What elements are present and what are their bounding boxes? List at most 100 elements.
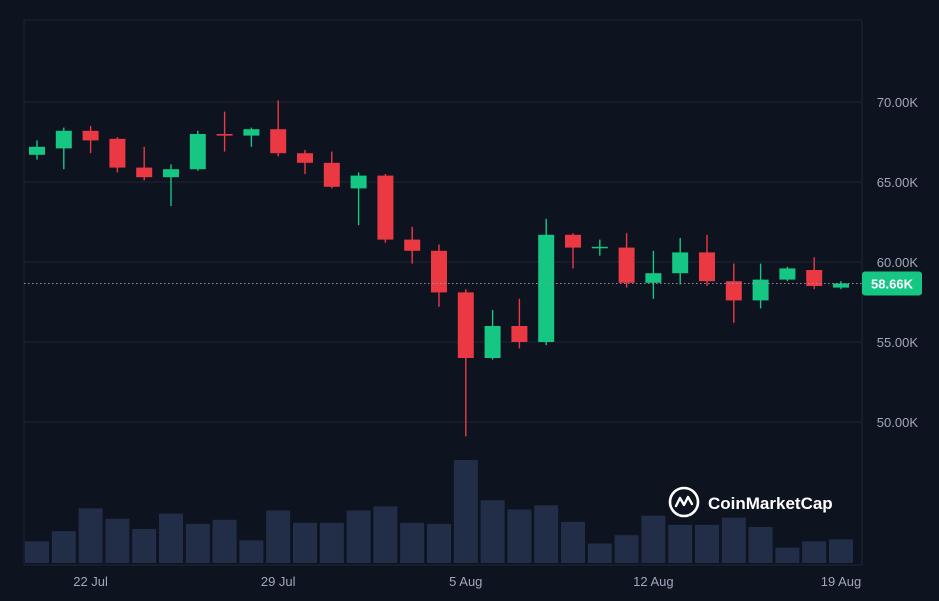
candle-body [672, 252, 689, 274]
x-tick-label: 5 Aug [449, 574, 482, 589]
candle-down[interactable] [377, 174, 394, 243]
candle-body [725, 281, 742, 301]
y-tick-label: 50.00K [877, 415, 919, 430]
candle-down[interactable] [404, 226, 421, 264]
candle-body [431, 250, 447, 293]
candle-body [270, 129, 287, 154]
volume-bar [587, 543, 612, 563]
candle-down[interactable] [806, 257, 823, 290]
candle-down[interactable] [457, 289, 474, 437]
volume-bar [239, 540, 264, 563]
volume-bar [534, 505, 559, 563]
volume-bar [829, 539, 853, 563]
y-axis-ticks: 50.00K 55.00K 60.00K 65.00K 70.00K [877, 95, 919, 430]
candle-body [457, 292, 474, 358]
candle-body [323, 162, 340, 187]
volume-bar [159, 513, 183, 563]
candle-body [377, 175, 394, 240]
candle-body [752, 279, 769, 301]
candle-body [833, 283, 849, 288]
volume-bar [373, 506, 398, 563]
candle-down[interactable] [431, 244, 447, 307]
candle-down[interactable] [136, 146, 153, 181]
candle-up[interactable] [163, 164, 179, 206]
current-price-tag: 58.66K [862, 271, 922, 296]
candle-body [243, 129, 260, 136]
coinmarketcap-logo-icon [668, 486, 700, 518]
x-tick-label: 29 Jul [261, 574, 296, 589]
candle-up[interactable] [752, 263, 769, 309]
candle-body [297, 153, 313, 163]
candle-body [189, 134, 206, 170]
candle-body [29, 146, 45, 155]
current-price-tag-background [862, 271, 922, 296]
volume-bar [212, 519, 237, 563]
current-price-label: 58.66K [871, 276, 914, 291]
candle-down[interactable] [82, 126, 99, 154]
x-tick-label: 12 Aug [633, 574, 674, 589]
candle-body [699, 252, 715, 282]
candle-body [55, 130, 72, 149]
candle-down[interactable] [618, 233, 635, 288]
volume-bar [695, 524, 719, 563]
candle-down[interactable] [511, 298, 528, 349]
volume-bar [51, 531, 76, 563]
candle-body [404, 239, 421, 251]
candle-down[interactable] [699, 234, 715, 286]
candlesticks[interactable] [29, 100, 849, 437]
candle-body [565, 234, 581, 248]
volume-bar [319, 522, 344, 563]
candle-body [350, 175, 367, 189]
volume-bar [668, 524, 693, 563]
candle-down[interactable] [216, 111, 233, 152]
candle-up[interactable] [484, 310, 501, 360]
candle-up[interactable] [189, 130, 206, 171]
candle-body [82, 130, 99, 141]
volume-bar [561, 521, 585, 563]
candle-down[interactable] [323, 151, 340, 189]
candle-up[interactable] [833, 281, 849, 290]
candle-up[interactable] [350, 172, 367, 226]
candle-up[interactable] [29, 140, 45, 160]
candle-down[interactable] [109, 137, 126, 173]
x-tick-label: 19 Aug [821, 574, 862, 589]
candle-up[interactable] [645, 250, 662, 299]
candle-up[interactable] [779, 266, 796, 282]
candle-down[interactable] [565, 233, 581, 269]
y-tick-label: 60.00K [877, 255, 919, 270]
candle-down[interactable] [725, 263, 742, 323]
volume-bar [507, 509, 532, 563]
candle-up[interactable] [672, 238, 689, 285]
candle-up[interactable] [538, 218, 555, 346]
volume-bar [721, 517, 746, 563]
volume-bar [400, 522, 425, 563]
volume-bar [105, 518, 130, 563]
volume-bar [453, 460, 478, 563]
y-tick-label: 65.00K [877, 175, 919, 190]
x-tick-label: 22 Jul [73, 574, 108, 589]
candle-body [136, 167, 153, 178]
candle-up[interactable] [243, 127, 260, 147]
y-tick-label: 70.00K [877, 95, 919, 110]
candle-body [163, 169, 179, 178]
volume-bar [802, 541, 827, 563]
candle-body [591, 246, 608, 249]
brand-name: CoinMarketCap [708, 494, 833, 513]
volume-bar [427, 523, 451, 563]
y-tick-label: 55.00K [877, 335, 919, 350]
volume-bar [748, 526, 773, 563]
volume-bar [346, 510, 371, 563]
candle-down[interactable] [270, 100, 287, 157]
candle-body [216, 134, 233, 136]
volume-bar [614, 535, 639, 563]
candle-up[interactable] [591, 239, 608, 256]
volume-bar [480, 500, 505, 563]
volume-bar [293, 522, 317, 563]
candle-up[interactable] [55, 127, 72, 170]
candle-down[interactable] [297, 150, 313, 174]
candle-body [645, 273, 662, 283]
candle-body [109, 138, 126, 168]
candle-body [538, 234, 555, 342]
volume-bars [25, 460, 853, 563]
